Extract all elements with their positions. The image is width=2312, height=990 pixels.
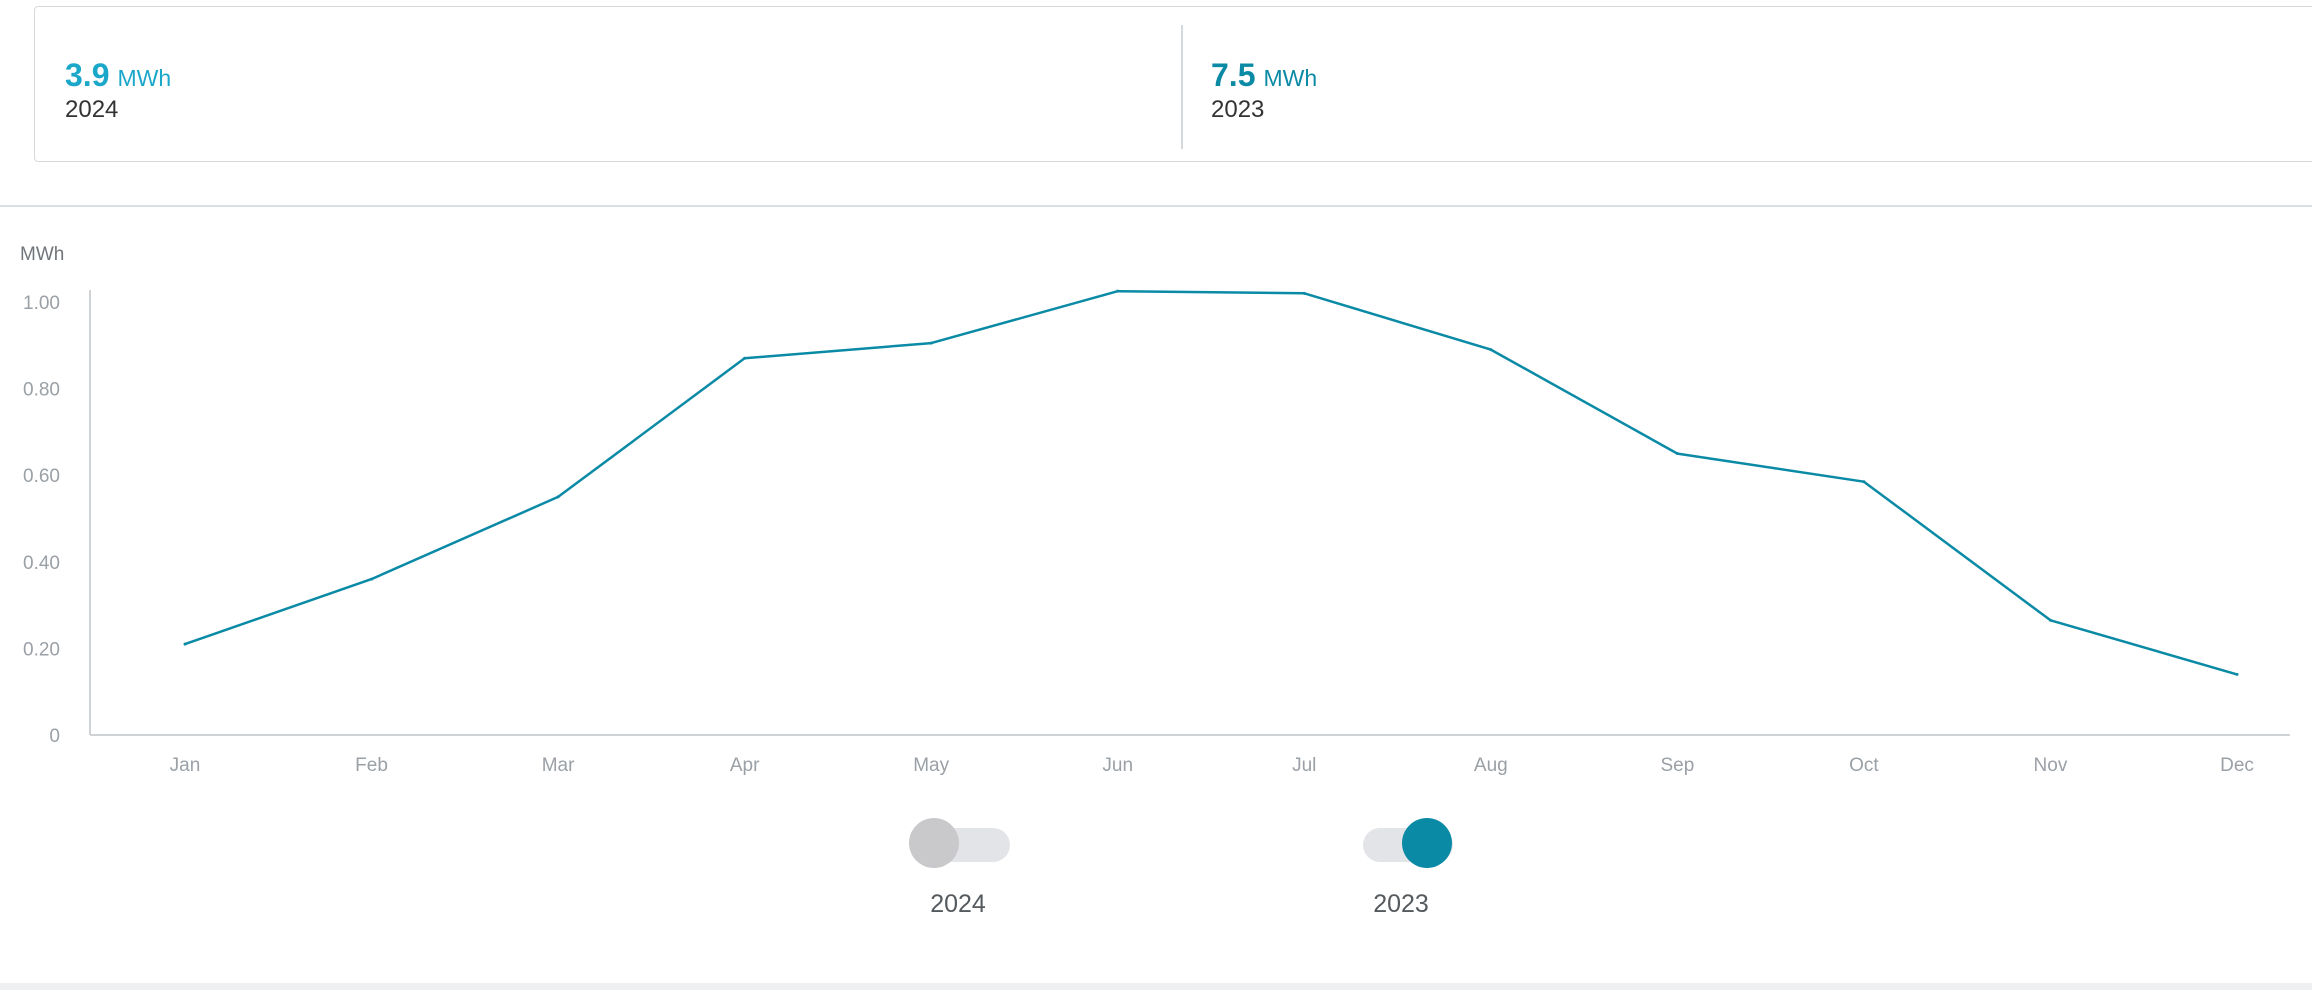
y-tick-label: 0.20 [23,639,60,660]
legend-toggle-2024[interactable]: 2024 [898,818,1018,928]
data-point[interactable] [1675,452,1679,456]
stat-value: 7.5 [1211,57,1256,93]
summary-card: 3.9 MWh 2024 7.5 MWh 2023 [34,6,2312,162]
toggle-knob [909,818,959,868]
x-tick-label: Apr [730,755,760,776]
stat-unit: MWh [117,65,172,91]
y-axis-ticks: 0 0.20 0.40 0.60 0.80 1.00 [23,293,60,747]
y-tick-label: 0.40 [23,553,60,574]
data-point[interactable] [183,642,187,646]
data-point[interactable] [370,577,374,581]
y-tick-label: 0.60 [23,466,60,487]
stat-value: 3.9 [65,57,110,93]
x-tick-label: Jul [1292,755,1316,776]
data-point[interactable] [929,341,933,345]
x-tick-label: May [913,755,949,776]
x-axis-ticks: Jan Feb Mar Apr May Jun Jul Aug Sep Oct Nov Dec [170,755,2254,776]
energy-line-chart: MWh 0 0.20 0.40 0.60 0.80 1.00 Jan Feb Mar Apr Ma… [20,244,2290,776]
data-point[interactable] [1489,348,1493,352]
series-layer [183,289,2239,676]
toggle-knob [1402,818,1452,868]
legend-label: 2024 [930,890,986,918]
data-point[interactable] [1116,289,1120,293]
data-point[interactable] [1862,480,1866,484]
y-tick-label: 1.00 [23,293,60,314]
bottom-divider [0,983,2312,990]
stat-unit: MWh [1263,65,1318,91]
stat-2024: 3.9 MWh 2024 [65,57,171,124]
legend-toggle-2023[interactable]: 2023 [1341,818,1461,928]
stat-label: 2024 [65,96,119,123]
stat-label: 2023 [1211,96,1265,123]
x-tick-label: Feb [355,755,388,776]
data-point[interactable] [743,356,747,360]
x-tick-label: Nov [2034,755,2068,776]
y-tick-label: 0.80 [23,380,60,401]
section-divider [0,205,2312,207]
x-tick-label: Jun [1102,755,1133,776]
x-tick-label: Dec [2220,755,2254,776]
legend-label: 2023 [1373,890,1429,918]
stat-2023: 7.5 MWh 2023 [1211,57,1317,124]
x-tick-label: Aug [1474,755,1508,776]
x-tick-label: Mar [542,755,575,776]
summary-divider [1181,25,1183,149]
y-tick-label: 0 [49,726,60,747]
y-axis-label: MWh [20,244,64,265]
data-point[interactable] [1302,291,1306,295]
data-point[interactable] [2235,672,2239,676]
data-point[interactable] [556,495,560,499]
x-tick-label: Sep [1660,755,1694,776]
data-point[interactable] [2048,618,2052,622]
x-tick-label: Oct [1849,755,1879,776]
x-tick-label: Jan [170,755,201,776]
series-line-2023 [184,289,2238,676]
